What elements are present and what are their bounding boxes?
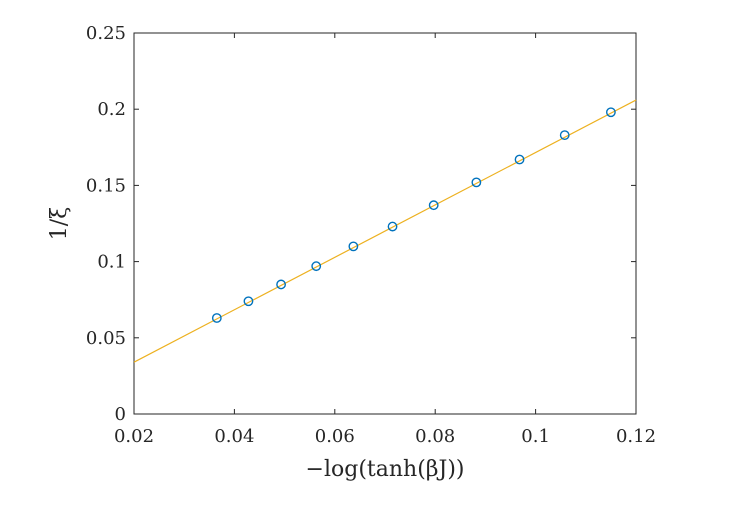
fit-line-layer	[133, 99, 637, 363]
x-tick-label: 0.06	[315, 426, 355, 447]
x-tick-label: 0.12	[616, 426, 656, 447]
x-axis-ticks: 0.02 0.04 0.06 0.08 0.1 0.12	[114, 33, 656, 447]
data-point	[387, 221, 398, 232]
x-tick-label: 0.1	[521, 426, 550, 447]
data-point	[276, 279, 286, 290]
y-tick-label: 0.25	[86, 23, 126, 44]
y-tick-label: 0.15	[86, 175, 126, 196]
x-tick-label: 0.08	[415, 426, 455, 447]
y-axis-label: 1/ξ	[47, 207, 72, 241]
plot-box	[133, 32, 637, 415]
data-point	[311, 261, 322, 272]
data-point	[606, 107, 616, 118]
x-tick-label: 0.04	[214, 426, 254, 447]
x-tick-label: 0.02	[114, 426, 154, 447]
data-point	[428, 200, 439, 211]
data-point	[243, 296, 254, 307]
data-point	[559, 130, 570, 141]
y-axis-ticks: 0 0.05 0.1 0.15 0.2 0.25	[86, 23, 636, 425]
fit-line	[133, 99, 637, 363]
x-axis-label: −log(tanh(βJ))	[306, 457, 465, 482]
data-point	[471, 177, 482, 188]
y-tick-label: 0.1	[97, 252, 126, 273]
plot-area	[133, 32, 637, 415]
data-points-layer	[211, 107, 616, 323]
data-point	[514, 154, 525, 165]
y-tick-label: 0.2	[97, 99, 126, 120]
data-point	[348, 241, 359, 252]
y-tick-label: 0.05	[86, 328, 126, 349]
y-tick-label: 0	[115, 404, 126, 425]
data-point	[211, 313, 222, 323]
